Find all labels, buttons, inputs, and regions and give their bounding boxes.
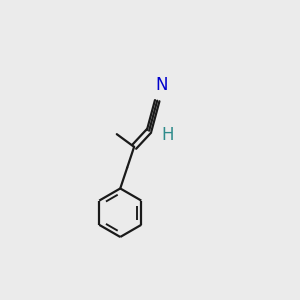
Text: H: H — [161, 126, 174, 144]
Text: N: N — [156, 76, 168, 94]
